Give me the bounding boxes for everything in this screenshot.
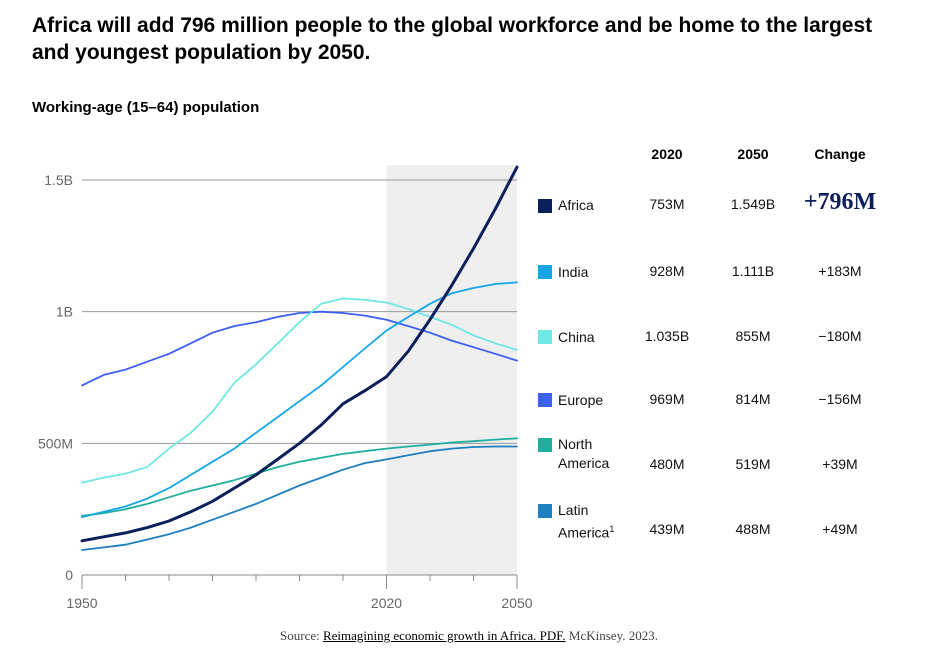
- legend-swatch: [538, 330, 552, 344]
- value-2020: 928M: [649, 263, 685, 279]
- y-tick-label: 0: [65, 567, 73, 583]
- region-name-line2: America: [558, 455, 610, 471]
- y-tick-label: 1B: [56, 304, 73, 320]
- legend-swatch: [538, 199, 552, 213]
- highlight-band-layer: [386, 165, 517, 575]
- source-suffix: McKinsey. 2023.: [565, 628, 658, 643]
- x-tick-label: 2020: [371, 595, 402, 611]
- region-name-line1: Latin: [558, 502, 589, 518]
- series-line-latin-america: [81, 445, 518, 551]
- x-tick-label: 2050: [501, 595, 532, 611]
- value-2020: 753M: [649, 196, 685, 212]
- region-name: Africa: [558, 197, 594, 213]
- series-line-europe: [81, 310, 518, 387]
- value-change: +39M: [822, 456, 858, 472]
- legend-row-north-america: North America 480M 519M +39M: [538, 436, 918, 480]
- value-2020: 480M: [649, 456, 685, 472]
- legend-row-europe: Europe 969M 814M −156M: [538, 391, 918, 431]
- value-change: −180M: [818, 328, 862, 344]
- region-name: India: [558, 264, 589, 280]
- value-2020: 439M: [649, 521, 685, 537]
- region-name: Europe: [558, 392, 604, 408]
- legend-swatch: [538, 265, 552, 279]
- legend-row-africa: Africa 753M 1.549B +796M: [538, 189, 918, 236]
- value-change: −156M: [818, 391, 862, 407]
- value-2050: 488M: [735, 521, 771, 537]
- projection-band: [386, 165, 517, 575]
- legend-row-india: India 928M 1.111B +183M: [538, 263, 918, 303]
- source-link[interactable]: Reimagining economic growth in Africa. P…: [322, 628, 566, 643]
- axis-layer: 0 500M 1B 1.5B 1950 2020 2050: [38, 172, 533, 611]
- series-line-africa: [80, 165, 519, 543]
- value-2050: 519M: [735, 456, 771, 472]
- legend-swatch: [538, 438, 552, 452]
- legend-swatch: [538, 504, 552, 518]
- x-tick-label: 1950: [66, 595, 97, 611]
- region-name-line1: North: [558, 436, 593, 452]
- footnote-marker: 1: [609, 524, 615, 534]
- legend-row-latin-america: Latin America1 439M 488M +49M: [538, 502, 918, 546]
- value-change: +49M: [822, 521, 858, 537]
- series-layer: [80, 165, 519, 551]
- y-tick-label: 500M: [38, 435, 73, 451]
- legend-row-china: China 1.035B 855M −180M: [538, 328, 918, 368]
- value-change: +183M: [818, 263, 862, 279]
- series-line-north-america: [81, 437, 518, 517]
- value-2050: 1.549B: [730, 196, 776, 212]
- value-change: +796M: [803, 189, 877, 215]
- value-2050: 1.111B: [731, 263, 775, 279]
- chart-title: Africa will add 796 million people to th…: [32, 14, 873, 64]
- chart-subtitle: Working-age (15–64) population: [32, 99, 260, 116]
- y-tick-label: 1.5B: [44, 172, 73, 188]
- source-prefix: Source:: [280, 628, 323, 643]
- legend-swatch: [538, 393, 552, 407]
- column-header-2050: 2050: [737, 146, 769, 162]
- region-name-line2: America: [558, 524, 610, 541]
- column-header-change: Change: [814, 146, 866, 162]
- region-name: North America: [558, 435, 609, 473]
- value-2050: 814M: [735, 391, 771, 407]
- series-line-china: [81, 297, 518, 484]
- value-2020: 1.035B: [644, 328, 690, 344]
- source-note: Source: Reimagining economic growth in A…: [0, 628, 938, 644]
- column-header-2020: 2020: [651, 146, 683, 162]
- value-2050: 855M: [735, 328, 771, 344]
- region-name: China: [558, 329, 595, 345]
- region-name: Latin America1: [558, 501, 614, 543]
- value-2020: 969M: [649, 391, 685, 407]
